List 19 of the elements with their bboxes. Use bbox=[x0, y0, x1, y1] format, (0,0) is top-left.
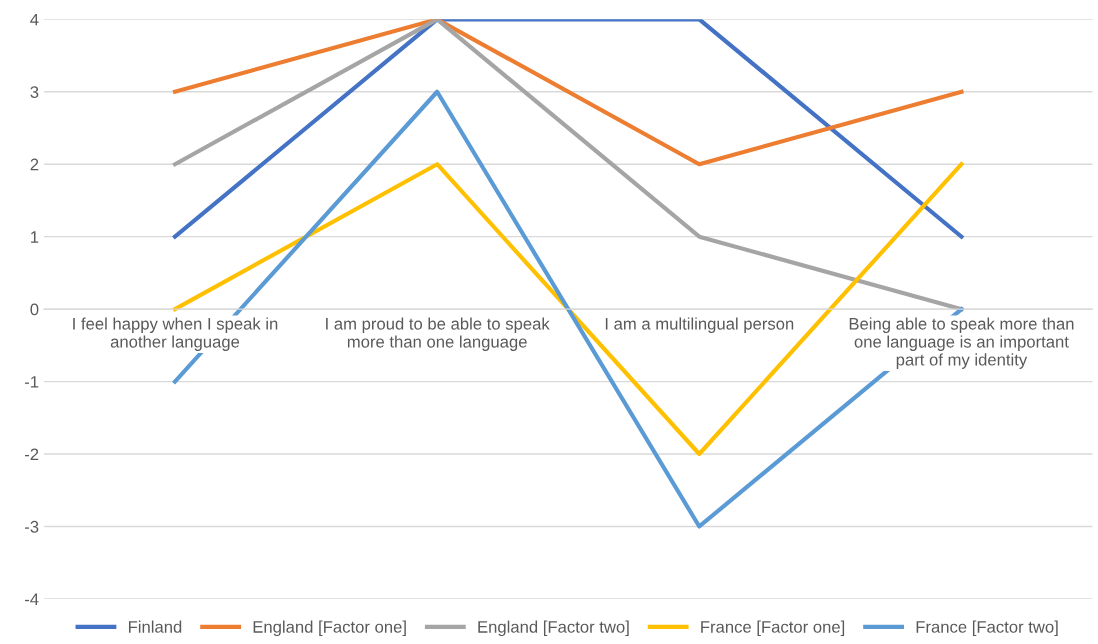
legend-label: France [Factor two] bbox=[916, 620, 1058, 637]
legend-label: Finland bbox=[128, 620, 182, 633]
x-tick-label: Being able to speak more than one language is an important part of my identity bbox=[849, 317, 1074, 369]
legend-label: England [Factor one] bbox=[253, 620, 406, 637]
x-tick-label: I feel happy when I speak in another language bbox=[73, 317, 278, 351]
y-tick-label: 2 bbox=[30, 158, 39, 171]
y-tick-label: 4 bbox=[30, 13, 39, 26]
y-tick-label: -2 bbox=[24, 448, 39, 461]
legend-label: England [Factor two] bbox=[478, 620, 629, 637]
line-series bbox=[172, 19, 964, 312]
y-tick-label: 0 bbox=[30, 303, 39, 316]
legend-label: France [Factor one] bbox=[701, 620, 845, 637]
y-tick-label: -3 bbox=[24, 520, 39, 533]
y-tick-label: 1 bbox=[31, 231, 39, 243]
x-tick-label: I am proud to be able to speak more than one language bbox=[326, 317, 550, 351]
y-tick-label: 3 bbox=[30, 86, 39, 98]
y-tick-label: -4 bbox=[24, 593, 39, 605]
y-tick-label: -1 bbox=[24, 376, 39, 388]
x-tick-label: I am a multilingual person bbox=[605, 317, 794, 333]
